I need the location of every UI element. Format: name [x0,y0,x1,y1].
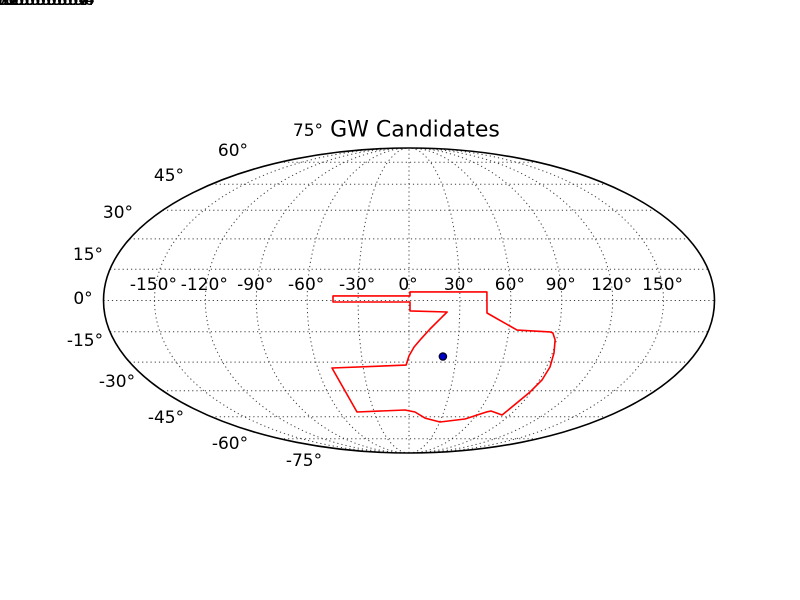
lon-tick-label: -30° [338,275,376,295]
meridian-line [255,147,410,454]
undefined: 509.8333333333333 [0,0,90,10]
map-outline [102,147,716,454]
lat-tick-label: 75° [292,121,324,141]
lon-tick-label: 60° [494,275,525,295]
undefined: 611.6666666666666 [0,0,90,10]
lon-tick-label: -90° [237,275,274,295]
meridian-line [408,147,461,454]
lat-tick-label: 15° [72,245,104,265]
lon-tick-label: -150° [129,275,177,295]
lon-tick-label: 150° [642,275,684,295]
lat-tick-label: -60° [211,434,249,454]
undefined: 458.9166666666667 [0,0,90,10]
undefined: 662.5833333333334 [0,0,90,10]
lat-tick-label: -30° [98,372,136,392]
lat-tick-label: 45° [153,166,185,186]
lon-tick-label: 90° [545,275,576,295]
meridian-line [306,147,410,454]
lon-tick-label: 0° [398,275,418,295]
undefined: 255.25 [0,0,30,10]
lat-tick-label: 0° [73,289,93,309]
gw-localization-contour [331,291,556,423]
gw-candidate-marker [438,352,448,361]
undefined: 560.75 [0,0,30,10]
lon-tick-label: 30° [443,275,474,295]
meridian-line [408,147,563,454]
meridian-line [408,147,512,454]
lat-tick-label: -15° [66,331,104,351]
undefined: 204.33333333333334 [0,0,95,10]
undefined: 357.0833333333333 [0,0,90,10]
chart-title: GW Candidates [330,117,500,143]
undefined: 408 [0,0,17,10]
lat-tick-label: 60° [217,141,249,161]
lon-tick-label: -120° [180,275,228,295]
undefined: 153.41666666666666 [0,0,95,10]
lon-tick-label: 120° [591,275,633,295]
lat-tick-label: 30° [102,203,134,223]
lat-tick-label: -75° [285,451,323,471]
lon-tick-label: -60° [288,275,325,295]
lat-tick-label: -45° [147,408,185,428]
meridian-line [357,147,410,454]
undefined: 306.1666666666667 [0,0,90,10]
